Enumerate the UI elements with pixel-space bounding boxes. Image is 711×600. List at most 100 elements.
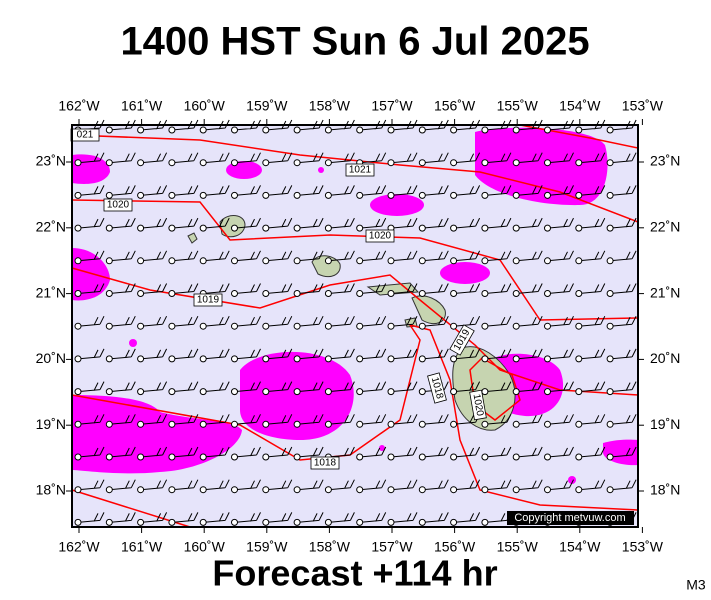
barb <box>109 152 136 164</box>
station <box>575 453 583 461</box>
station <box>450 486 458 494</box>
station <box>544 486 551 494</box>
barb <box>77 348 105 360</box>
label-box <box>469 389 487 421</box>
barb <box>234 348 261 360</box>
barb <box>203 185 230 196</box>
lat-label-left: 20˚N <box>36 350 66 366</box>
barb <box>359 152 387 164</box>
station <box>575 322 583 330</box>
barb <box>77 446 105 458</box>
station <box>387 453 395 461</box>
barb <box>453 479 481 491</box>
barb <box>359 217 387 229</box>
station <box>262 224 270 232</box>
station <box>544 355 551 363</box>
station <box>450 355 458 363</box>
station <box>74 453 82 461</box>
barb <box>359 250 387 262</box>
station <box>544 420 551 428</box>
station <box>418 486 426 494</box>
isobar-label: 1021 <box>345 163 375 177</box>
barb <box>547 479 574 491</box>
station <box>262 159 270 167</box>
barb <box>359 446 387 458</box>
barb <box>140 479 168 491</box>
station <box>324 420 332 428</box>
barb <box>516 348 543 360</box>
station <box>450 126 458 134</box>
barb <box>547 217 574 229</box>
title: 1400 HST Sun 6 Jul 2025 <box>120 20 589 64</box>
station <box>575 224 583 232</box>
barb <box>109 381 136 393</box>
station <box>387 322 395 330</box>
barb <box>109 479 136 491</box>
station <box>105 388 113 396</box>
station <box>231 257 238 265</box>
barb <box>109 315 136 327</box>
barb <box>203 283 230 294</box>
barb <box>390 185 418 196</box>
station <box>137 224 145 232</box>
label-box <box>427 372 447 404</box>
station <box>544 224 551 232</box>
lon-label-top: 162˚W <box>58 98 100 114</box>
barb <box>610 152 637 164</box>
station <box>481 486 489 494</box>
station <box>199 355 207 363</box>
barb <box>578 381 606 393</box>
station <box>168 224 176 232</box>
barb <box>203 152 230 164</box>
barb <box>234 479 261 491</box>
barb <box>265 446 293 458</box>
station <box>74 322 82 330</box>
barb <box>171 315 199 327</box>
label-box <box>193 293 223 307</box>
label-text: 1019 <box>197 295 220 306</box>
barb <box>234 185 261 196</box>
barb <box>77 185 105 196</box>
station <box>356 388 364 396</box>
station <box>356 322 364 330</box>
station <box>606 420 614 428</box>
barb <box>359 381 387 393</box>
barb <box>578 217 606 229</box>
label-box <box>449 324 475 356</box>
barb <box>610 283 637 294</box>
graticule-labels: 162˚W 162˚W 161˚W 161˚W 160˚W 160˚W 159˚W 159˚W… <box>36 98 681 555</box>
barb <box>328 217 355 229</box>
lon-label-bottom: 157˚W <box>371 539 413 555</box>
station <box>293 257 301 265</box>
station <box>168 126 176 134</box>
station <box>481 191 489 199</box>
station <box>137 159 145 167</box>
station <box>168 322 176 330</box>
station <box>450 453 458 461</box>
barb <box>140 414 168 425</box>
station <box>199 453 207 461</box>
station <box>105 290 113 297</box>
station <box>606 355 614 363</box>
station <box>606 322 614 330</box>
station <box>450 388 458 396</box>
label-text: 021 <box>77 130 94 141</box>
station <box>74 518 82 526</box>
barb <box>578 348 606 360</box>
station <box>293 453 301 461</box>
barb <box>547 283 574 294</box>
barb <box>547 381 574 393</box>
barb <box>328 512 355 523</box>
barb <box>297 250 324 262</box>
station <box>481 355 489 363</box>
station <box>231 224 238 232</box>
barb <box>610 446 637 458</box>
barb <box>422 414 449 425</box>
barb <box>453 283 481 294</box>
barb <box>328 479 355 491</box>
station <box>199 420 207 428</box>
barb <box>140 315 168 327</box>
isobar-label: 1020 <box>103 198 133 212</box>
station <box>512 257 520 265</box>
